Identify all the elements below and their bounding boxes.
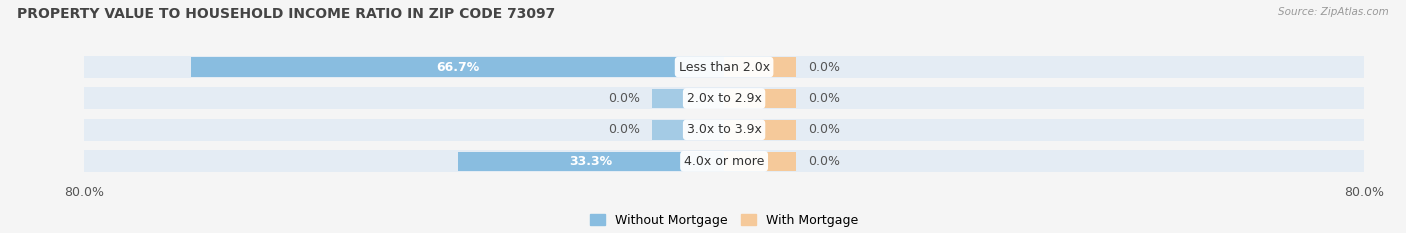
Text: 0.0%: 0.0% xyxy=(808,123,839,136)
Text: Less than 2.0x: Less than 2.0x xyxy=(679,61,769,74)
Bar xyxy=(84,56,1364,78)
Text: 2.0x to 2.9x: 2.0x to 2.9x xyxy=(686,92,762,105)
Text: 0.0%: 0.0% xyxy=(609,123,640,136)
Text: 0.0%: 0.0% xyxy=(609,92,640,105)
Text: 3.0x to 3.9x: 3.0x to 3.9x xyxy=(686,123,762,136)
Text: 0.0%: 0.0% xyxy=(808,61,839,74)
Bar xyxy=(84,150,1364,172)
Text: PROPERTY VALUE TO HOUSEHOLD INCOME RATIO IN ZIP CODE 73097: PROPERTY VALUE TO HOUSEHOLD INCOME RATIO… xyxy=(17,7,555,21)
Bar xyxy=(458,152,724,171)
Bar xyxy=(724,152,796,171)
Text: 0.0%: 0.0% xyxy=(808,92,839,105)
Bar xyxy=(724,120,796,140)
Text: Source: ZipAtlas.com: Source: ZipAtlas.com xyxy=(1278,7,1389,17)
Bar xyxy=(652,120,724,140)
Bar xyxy=(84,119,1364,141)
Text: 33.3%: 33.3% xyxy=(569,155,613,168)
Bar xyxy=(84,87,1364,110)
Legend: Without Mortgage, With Mortgage: Without Mortgage, With Mortgage xyxy=(591,214,858,227)
Bar xyxy=(652,89,724,108)
Text: 4.0x or more: 4.0x or more xyxy=(683,155,765,168)
Text: 66.7%: 66.7% xyxy=(436,61,479,74)
Bar xyxy=(724,89,796,108)
Bar xyxy=(724,57,796,77)
Bar xyxy=(191,57,724,77)
Text: 0.0%: 0.0% xyxy=(808,155,839,168)
